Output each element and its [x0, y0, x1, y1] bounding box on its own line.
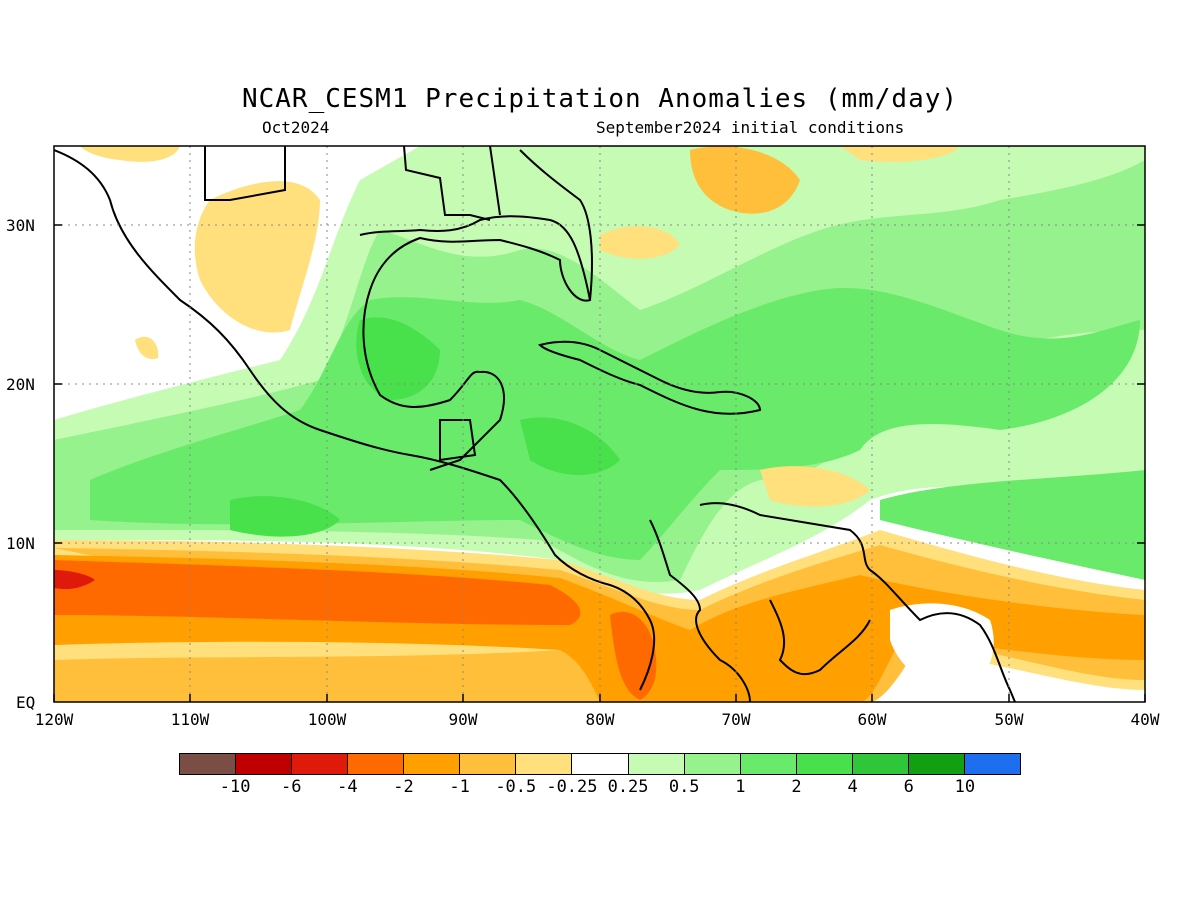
precipitation-anomaly-map: [53, 145, 1146, 703]
colorbar-label-2: -4: [337, 777, 358, 797]
colorbar-label-4: -1: [449, 777, 470, 797]
colorbar-swatch-1: [236, 754, 293, 774]
dry-band-strong: [54, 560, 581, 625]
colorbar-label-3: -2: [393, 777, 414, 797]
lon-label-90w: 90W: [448, 710, 478, 729]
colorbar-swatch-3: [348, 754, 405, 774]
colorbar-label-0: -10: [219, 777, 251, 797]
colorbar-label-6: -0.25: [546, 777, 598, 797]
colorbar-swatch-10: [740, 754, 797, 774]
colorbar-label-12: 6: [903, 777, 914, 797]
dry-patch-north: [690, 146, 800, 214]
colorbar-swatch-7: [572, 754, 629, 774]
colorbar-swatch-11: [796, 754, 853, 774]
colorbar-swatch-13: [908, 754, 965, 774]
dry-patch-ne: [840, 146, 960, 162]
colorbar-label-13: 10: [954, 777, 976, 797]
colorbar-swatch-0: [180, 754, 237, 774]
lon-label-110w: 110W: [170, 710, 210, 729]
dry-patch-nw: [80, 146, 180, 162]
colorbar-label-11: 4: [847, 777, 858, 797]
dry-band-core: [54, 570, 95, 590]
lon-label-120w: 120W: [34, 710, 74, 729]
colorbar-swatch-8: [628, 754, 685, 774]
colorbar-label-7: 0.25: [607, 777, 649, 797]
lon-label-40w: 40W: [1130, 710, 1160, 729]
map-frame: [53, 145, 1146, 703]
colorbar-swatch-12: [852, 754, 909, 774]
chart-title: NCAR_CESM1 Precipitation Anomalies (mm/d…: [241, 84, 959, 114]
lat-label-30n: 30N: [6, 216, 35, 235]
dry-patch-sa-white: [890, 603, 994, 690]
lon-label-80w: 80W: [585, 710, 615, 729]
colorbar-swatch-9: [684, 754, 741, 774]
lon-label-60w: 60W: [857, 710, 887, 729]
dry-patch-north-light: [194, 181, 320, 333]
colorbar-swatch-14: [964, 754, 1020, 774]
lat-label-20n: 20N: [6, 375, 35, 394]
init-conditions-label: September2024 initial conditions: [596, 118, 905, 137]
lon-label-70w: 70W: [721, 710, 751, 729]
wet-region-core-2: [230, 496, 340, 537]
colorbar-label-9: 1: [735, 777, 746, 797]
anomaly-field: [54, 146, 1145, 702]
colorbar-swatch-2: [292, 754, 349, 774]
coastlines: [54, 146, 1016, 702]
dry-patch-pacific: [135, 336, 159, 360]
colorbar-label-8: 0.5: [668, 777, 700, 797]
gridlines: [54, 146, 1145, 702]
colorbar-swatch-5: [460, 754, 517, 774]
lon-label-100w: 100W: [307, 710, 347, 729]
wet-region-core: [356, 317, 440, 400]
lon-label-50w: 50W: [994, 710, 1024, 729]
dry-patch-gulf: [600, 226, 680, 259]
dry-patch-caribbean: [760, 466, 870, 507]
colorbar-label-1: -6: [281, 777, 302, 797]
colorbar-label-5: -0.5: [495, 777, 537, 797]
colorbar-legend: [179, 753, 1021, 775]
colorbar-label-10: 2: [791, 777, 802, 797]
wet-region-core-3: [520, 417, 620, 475]
wet-region-strong: [90, 288, 1140, 560]
lat-label-10n: 10N: [6, 534, 35, 553]
colorbar-swatch-6: [516, 754, 573, 774]
wet-atlantic-east: [880, 470, 1145, 580]
colorbar-swatch-4: [404, 754, 461, 774]
valid-month-label: Oct2024: [262, 118, 330, 137]
lat-label-eq: EQ: [16, 693, 36, 712]
